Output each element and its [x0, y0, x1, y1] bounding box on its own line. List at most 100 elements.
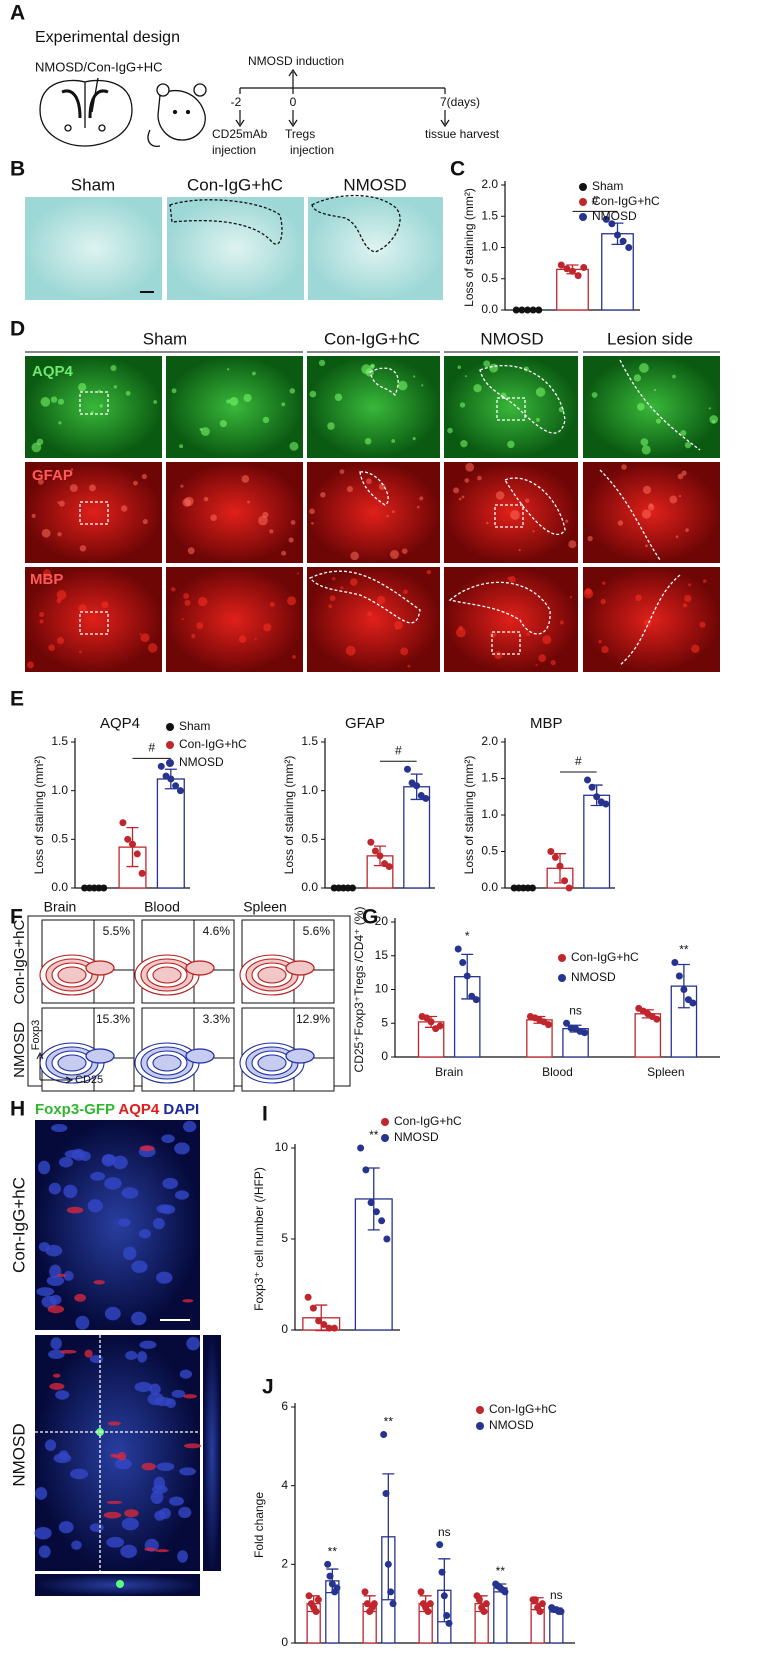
nucleus [131, 1311, 147, 1326]
texture [494, 651, 503, 659]
y-tick-label: 2.0 [481, 177, 498, 191]
x-tick-label: IZKF2 [475, 1651, 508, 1653]
texture [684, 441, 692, 449]
micrograph [166, 462, 303, 563]
data-point [372, 1208, 380, 1216]
texture [350, 551, 359, 561]
y-tick-label: 4 [281, 1478, 288, 1492]
texture [507, 440, 515, 449]
timeline-label: 0 [290, 95, 297, 109]
data-point [588, 783, 596, 791]
row-label: AQP4 [32, 363, 74, 380]
texture [583, 588, 594, 599]
percentage: 12.9% [296, 1012, 330, 1026]
texture [50, 396, 58, 403]
texture [39, 611, 45, 618]
data-point [315, 1317, 323, 1325]
data-point [518, 306, 526, 314]
data-point [370, 1600, 378, 1608]
texture [262, 416, 270, 424]
texture [329, 595, 336, 602]
legend-marker [579, 198, 587, 206]
legend-label: Sham [179, 719, 210, 733]
texture [346, 485, 354, 493]
nucleus [139, 1340, 157, 1349]
texture [636, 402, 645, 411]
astrocyte [155, 1549, 170, 1553]
texture [708, 407, 711, 410]
texture [421, 384, 424, 387]
data-point [85, 884, 93, 892]
texture [483, 360, 491, 368]
texture [187, 547, 195, 555]
texture [269, 601, 275, 607]
nucleus [89, 1355, 104, 1364]
micrograph [444, 462, 578, 563]
bar [556, 268, 589, 311]
lesion-outline [619, 359, 701, 451]
astrocyte [182, 1299, 194, 1303]
texture [210, 514, 217, 521]
astrocyte [52, 1373, 61, 1378]
column-header: Spleen [243, 899, 287, 915]
row-label: GFAP [32, 467, 73, 484]
data-point [563, 1019, 571, 1027]
nucleus [186, 1336, 200, 1351]
data-point [138, 869, 146, 877]
contour [85, 1048, 115, 1064]
annotation: ** [328, 1545, 338, 1559]
percentage: 3.3% [203, 1012, 231, 1026]
texture [56, 590, 67, 600]
nucleus [123, 1246, 137, 1261]
texture [78, 604, 87, 613]
nucleus [50, 1337, 62, 1350]
texture [598, 639, 602, 644]
x-tick-label: GITR [421, 1651, 450, 1653]
y-tick-label: 1.5 [301, 734, 318, 748]
mouse-icon [147, 83, 207, 147]
y-tick-label: 5 [381, 1015, 388, 1029]
data-point [501, 1588, 509, 1596]
texture [486, 521, 489, 525]
contour [185, 1048, 215, 1064]
texture [699, 621, 706, 628]
texture [709, 415, 719, 424]
texture [289, 441, 299, 451]
contour [152, 1054, 182, 1072]
lesion-outline [448, 581, 551, 635]
data-point [544, 1021, 552, 1029]
panel-letter: D [10, 318, 25, 341]
texture [229, 397, 239, 406]
y-tick-label: 15 [375, 948, 389, 962]
texture [120, 505, 128, 512]
nucleus [160, 1204, 176, 1215]
panel-a: Experimental design NMOSD/Con-IgG+HC NMO… [35, 29, 500, 157]
data-point [380, 1431, 388, 1439]
data-point [614, 231, 621, 239]
texture [601, 645, 609, 654]
texture [48, 644, 55, 651]
texture [40, 397, 51, 407]
data-point [384, 1560, 392, 1568]
nucleus [179, 1369, 193, 1379]
texture [568, 540, 577, 549]
data-point [547, 848, 555, 855]
texture [309, 508, 315, 515]
micrograph [25, 356, 162, 458]
texture [58, 500, 65, 507]
y-tick-label: 5 [281, 1231, 288, 1245]
astrocyte [183, 1443, 202, 1449]
data-point [426, 1600, 434, 1608]
data-point [602, 215, 610, 223]
micrograph [583, 462, 720, 563]
texture [171, 388, 177, 394]
legend-label: Con-IgG+hC [394, 1114, 462, 1128]
stain-label: DAPI [163, 1101, 199, 1118]
nucleus [46, 1275, 65, 1287]
nucleus [174, 1142, 190, 1155]
nucleus [125, 1350, 138, 1360]
legend-label: Con-IgG+hC [592, 194, 660, 208]
axis-arrows [36, 1051, 74, 1084]
data-point [95, 884, 103, 892]
data-point [536, 1608, 544, 1616]
